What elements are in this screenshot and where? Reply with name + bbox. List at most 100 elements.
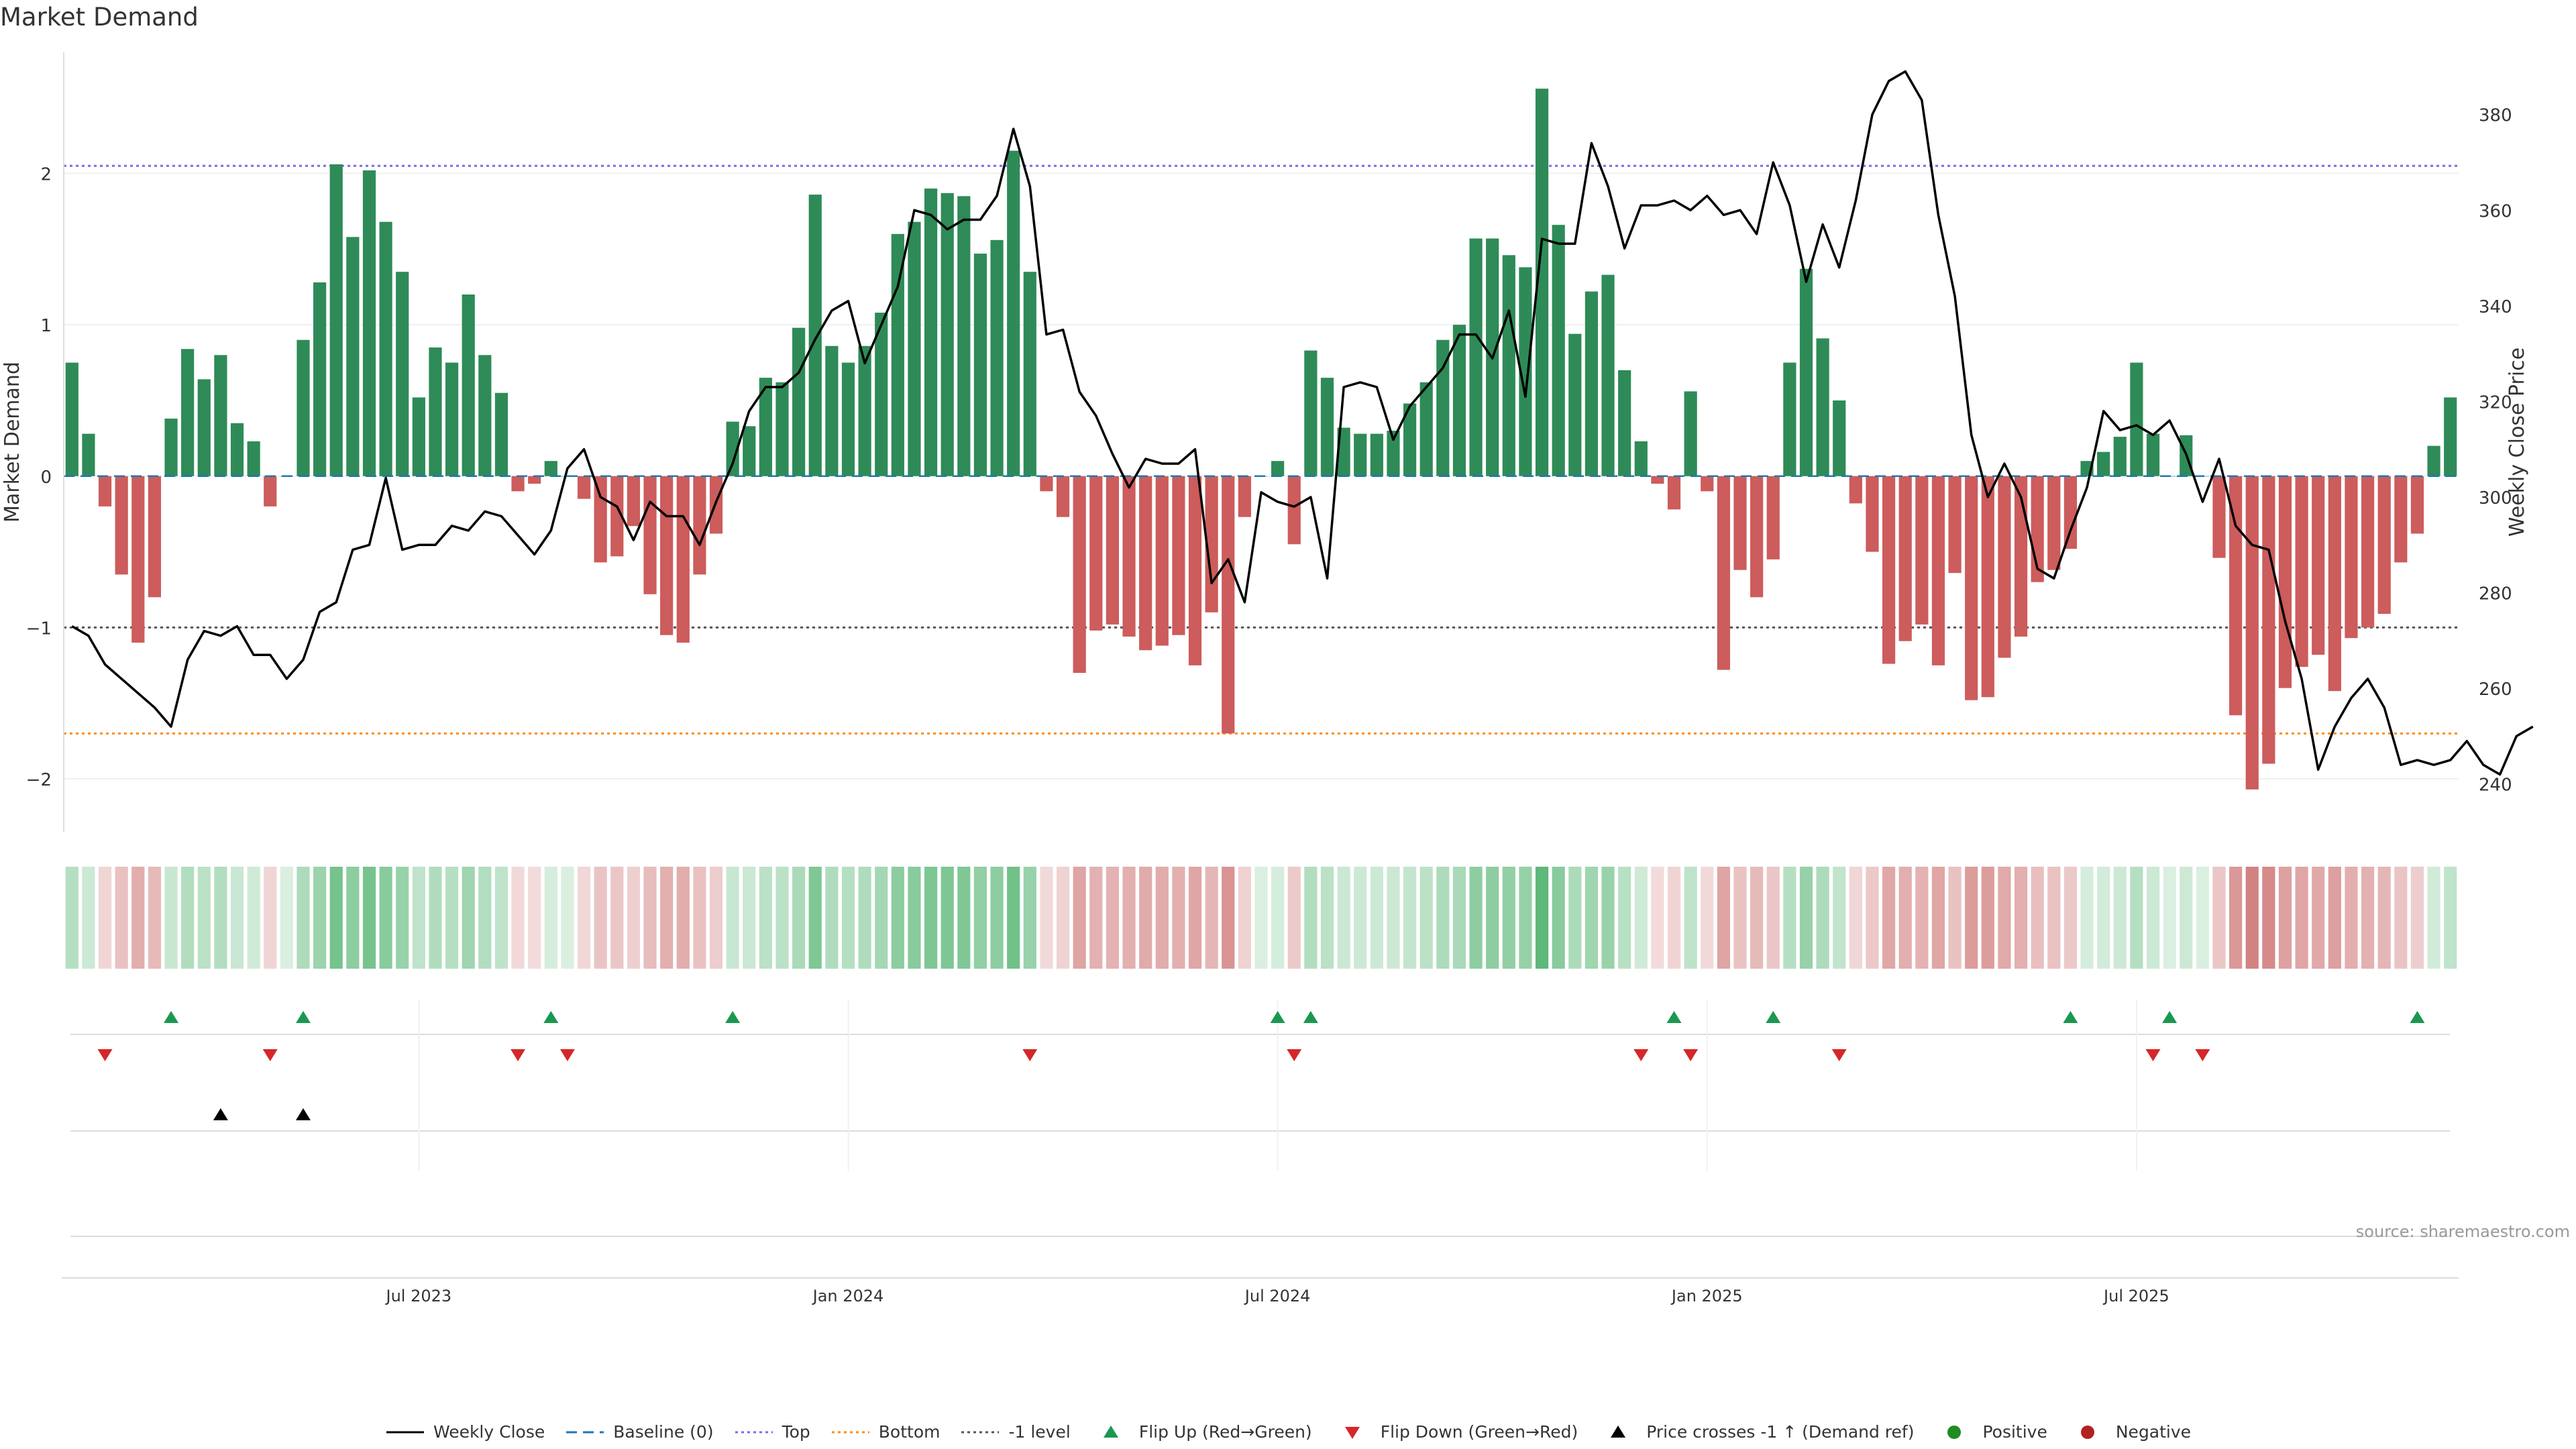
demand-bar bbox=[924, 189, 938, 476]
y2-tick-label: 240 bbox=[2479, 775, 2512, 796]
legend-item-neg1: -1 level bbox=[960, 1422, 1071, 1442]
heat-cell bbox=[561, 867, 574, 969]
price-cross-marker bbox=[213, 1108, 228, 1120]
heat-cell bbox=[1370, 867, 1383, 969]
heat-cell bbox=[230, 867, 244, 969]
flip-down-marker bbox=[1683, 1049, 1699, 1061]
demand-bar bbox=[230, 423, 244, 476]
legend-item-negative: Negative bbox=[2068, 1422, 2191, 1442]
heat-cell bbox=[2262, 867, 2275, 969]
price-cross-marker bbox=[296, 1108, 311, 1120]
weekly-close-line bbox=[71, 70, 2534, 776]
heat-cell bbox=[908, 867, 921, 969]
flip-up-marker bbox=[2162, 1011, 2178, 1023]
demand-bar bbox=[1915, 476, 1929, 625]
y2-tick-label: 380 bbox=[2479, 106, 2512, 126]
heat-cell bbox=[2444, 867, 2457, 969]
demand-bar bbox=[1370, 433, 1383, 476]
demand-bar bbox=[1287, 476, 1301, 545]
demand-bar bbox=[1106, 476, 1120, 625]
demand-bar bbox=[1898, 476, 1912, 641]
demand-bar bbox=[841, 362, 855, 476]
flip-down-marker bbox=[559, 1049, 575, 1061]
demand-bar bbox=[1023, 272, 1036, 476]
flip-down-marker bbox=[97, 1049, 113, 1061]
demand-bar bbox=[759, 378, 772, 476]
heat-cell bbox=[2394, 867, 2408, 969]
negative-swatch bbox=[2080, 1425, 2094, 1439]
heat-cell bbox=[412, 867, 425, 969]
y2-tick-label: 280 bbox=[2479, 584, 2512, 604]
demand-bar bbox=[1436, 339, 1450, 476]
heat-cell bbox=[924, 867, 938, 969]
demand-bar bbox=[2394, 476, 2408, 563]
price-line-layer bbox=[71, 70, 2534, 776]
y2-tick-label: 340 bbox=[2479, 297, 2512, 317]
heat-cell bbox=[594, 867, 607, 969]
demand-bar bbox=[1271, 461, 1285, 476]
x-tick-label: Jan 2024 bbox=[812, 1287, 884, 1305]
demand-bar bbox=[478, 355, 492, 476]
heat-cell bbox=[1089, 867, 1103, 969]
y-tick-label: −2 bbox=[26, 770, 52, 790]
heat-cell bbox=[825, 867, 839, 969]
demand-bar bbox=[825, 345, 839, 476]
heat-cell bbox=[1188, 867, 1202, 969]
heat-cell bbox=[2278, 867, 2292, 969]
flip-down-marker bbox=[1633, 1049, 1649, 1061]
heat-cell bbox=[1667, 867, 1681, 969]
flip-down-marker bbox=[511, 1049, 526, 1061]
heat-cell bbox=[1766, 867, 1780, 969]
heat-cell bbox=[1287, 867, 1301, 969]
demand-bar bbox=[594, 476, 607, 563]
demand-bar bbox=[660, 476, 674, 635]
heat-cell bbox=[1155, 867, 1169, 969]
heat-cell bbox=[2427, 867, 2440, 969]
flip-up-marker bbox=[543, 1011, 559, 1023]
demand-bar bbox=[1667, 476, 1681, 510]
heat-cell bbox=[1007, 867, 1020, 969]
heat-cell bbox=[429, 867, 442, 969]
x-tick-label: Jan 2025 bbox=[1670, 1287, 1743, 1305]
heat-cell bbox=[2361, 867, 2375, 969]
heat-cell bbox=[2245, 867, 2259, 969]
y2-axis-label: Weekly Close Price bbox=[2506, 347, 2529, 537]
legend-item-weekly-close: Weekly Close bbox=[385, 1422, 545, 1442]
demand-bar bbox=[445, 362, 459, 476]
demand-bar bbox=[577, 476, 591, 499]
demand-bar bbox=[2377, 476, 2391, 614]
heat-cell bbox=[462, 867, 475, 969]
heat-cell bbox=[2047, 867, 2061, 969]
flip-up-swatch bbox=[1103, 1425, 1118, 1438]
demand-bar bbox=[1387, 431, 1400, 476]
heat-cell bbox=[2130, 867, 2143, 969]
demand-bar bbox=[494, 392, 508, 476]
demand-bar bbox=[1766, 476, 1780, 559]
demand-bar bbox=[858, 345, 871, 476]
legend-label: Bottom bbox=[878, 1422, 941, 1442]
flip-up-marker bbox=[2410, 1011, 2425, 1023]
heat-cell bbox=[362, 867, 376, 969]
event-markers bbox=[97, 1011, 2425, 1120]
heat-cell bbox=[627, 867, 641, 969]
heat-cell bbox=[643, 867, 657, 969]
heat-cell bbox=[1535, 867, 1549, 969]
grid-layer bbox=[64, 172, 2459, 1237]
y2-tick-label: 360 bbox=[2479, 201, 2512, 221]
demand-bar bbox=[643, 476, 657, 594]
y2-tick-label: 320 bbox=[2479, 392, 2512, 413]
heat-cell bbox=[709, 867, 723, 969]
demand-bar bbox=[1172, 476, 1185, 635]
x-tick-label: Jul 2023 bbox=[385, 1287, 452, 1305]
heat-cell bbox=[1601, 867, 1615, 969]
demand-bar bbox=[792, 327, 806, 476]
demand-bar bbox=[973, 254, 987, 476]
flip-down-marker bbox=[2145, 1049, 2161, 1061]
demand-bar bbox=[1965, 476, 1978, 700]
heat-cell bbox=[346, 867, 360, 969]
demand-bar bbox=[676, 476, 690, 643]
axes-layer: −2 −1 0 1 2 240 260 280 300 320 340 360 380 Market De… bbox=[1, 52, 2529, 1305]
heat-cell bbox=[1354, 867, 1367, 969]
y-tick-label: 1 bbox=[40, 316, 52, 336]
demand-bar bbox=[396, 272, 409, 476]
